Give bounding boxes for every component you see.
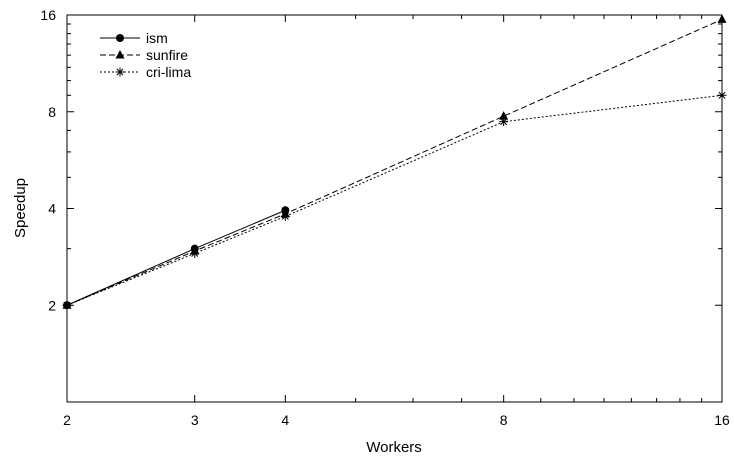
legend-label-ism: ism — [146, 30, 168, 46]
x-tick-label-3: 3 — [191, 412, 199, 428]
legend-marker-ism — [116, 34, 124, 42]
cri-lima-point-4 — [280, 211, 290, 221]
cri-lima-point-16 — [717, 90, 727, 100]
legend-marker-sunfire — [115, 50, 125, 59]
sunfire-point-16 — [717, 14, 727, 23]
x-tick-label-2: 2 — [63, 412, 71, 428]
series-cri-lima — [62, 90, 727, 310]
cri-lima-point-3 — [190, 248, 200, 258]
x-tick-label-4: 4 — [281, 412, 289, 428]
cri-lima-point-8 — [499, 117, 509, 127]
legend-entry-sunfire: sunfire — [100, 47, 188, 63]
series-ism — [63, 206, 290, 310]
sunfire-point-8 — [499, 111, 509, 120]
ism-line — [66, 209, 286, 306]
legend-entry-ism: ism — [100, 30, 168, 46]
y-tick-label-2: 2 — [48, 297, 56, 313]
legend-label-sunfire: sunfire — [146, 47, 188, 63]
y-tick-label-8: 8 — [48, 104, 56, 120]
x-axis-label: Workers — [366, 439, 422, 456]
legend-entry-cri-lima: cri-lima — [100, 64, 191, 80]
legend-label-cri-lima: cri-lima — [146, 64, 191, 80]
cri-lima-line — [66, 94, 723, 306]
series-group — [62, 14, 727, 310]
legend-marker-cri-lima — [115, 67, 125, 77]
y-tick-label-4: 4 — [48, 201, 56, 217]
x-tick-label-16: 16 — [714, 412, 730, 428]
x-tick-label-8: 8 — [500, 412, 508, 428]
y-tick-label-16: 16 — [40, 7, 56, 23]
y-axis-label: Speedup — [12, 178, 29, 238]
cri-lima-point-2 — [62, 300, 72, 310]
